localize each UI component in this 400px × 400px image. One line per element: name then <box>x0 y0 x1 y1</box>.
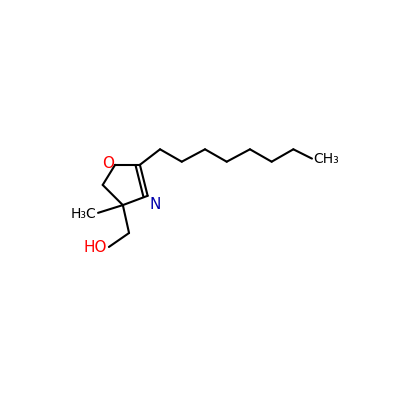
Text: N: N <box>149 197 160 212</box>
Text: CH₃: CH₃ <box>314 152 339 166</box>
Text: H₃C: H₃C <box>70 207 96 221</box>
Text: O: O <box>102 156 114 171</box>
Text: HO: HO <box>83 240 107 255</box>
